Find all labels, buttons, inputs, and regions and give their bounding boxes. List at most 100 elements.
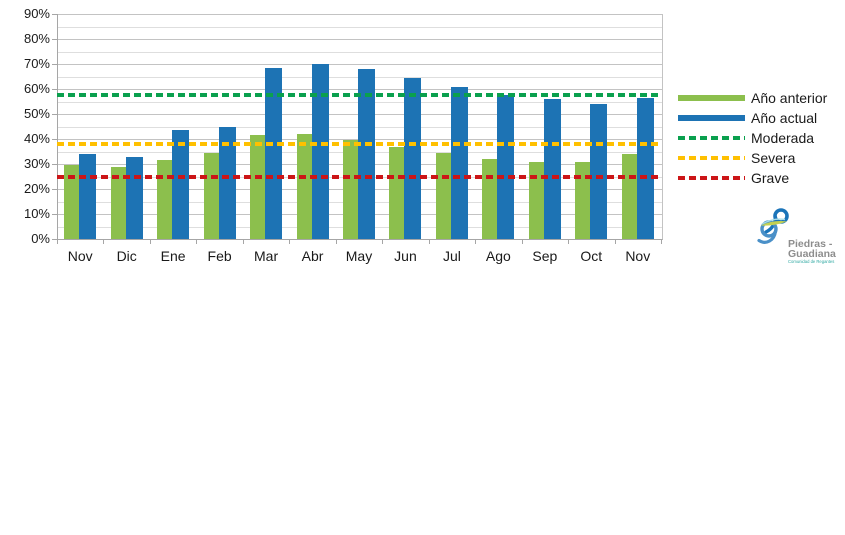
- x-axis-tick: [521, 239, 523, 244]
- bar-previous-year: [389, 146, 405, 239]
- x-axis-tick: [335, 239, 337, 244]
- x-axis-tick: [661, 239, 662, 244]
- piedras-guadiana-logo: Piedras - Guadiana Comunidad de Regantes: [754, 202, 845, 264]
- x-axis-label: Jul: [442, 248, 461, 264]
- legend-item: Año anterior: [678, 88, 827, 108]
- y-axis-tick: [52, 139, 57, 140]
- y-axis-tick: [52, 164, 57, 165]
- y-axis-tick: [52, 64, 57, 65]
- x-axis-label: Ago: [485, 248, 511, 264]
- legend-label: Severa: [751, 150, 796, 166]
- x-axis-tick: [614, 239, 616, 244]
- legend-swatch-dotted: [678, 136, 745, 140]
- x-axis-label: Sep: [532, 248, 558, 264]
- bar-previous-year: [250, 135, 266, 239]
- bar-current-year: [79, 154, 97, 239]
- y-axis-label: 0%: [31, 231, 50, 246]
- legend-label: Año anterior: [751, 90, 828, 106]
- gridline-minor: [58, 26, 662, 28]
- x-axis-tick: [428, 239, 430, 244]
- bar-current-year: [543, 99, 561, 239]
- y-axis-label: 60%: [23, 81, 50, 96]
- x-axis-label: Feb: [207, 248, 232, 264]
- legend-label: Año actual: [751, 110, 818, 126]
- bar-current-year: [450, 86, 468, 239]
- y-axis-tick: [52, 14, 57, 15]
- y-axis-tick: [52, 239, 57, 240]
- x-axis-tick: [242, 239, 244, 244]
- x-axis-tick: [289, 239, 291, 244]
- legend-swatch-bar: [678, 95, 745, 101]
- y-axis-label: 80%: [23, 31, 50, 46]
- logo-graphic: Piedras - Guadiana Comunidad de Regantes: [757, 208, 836, 264]
- threshold-line-severa: [57, 142, 661, 146]
- bar-previous-year: [343, 140, 358, 239]
- bar-current-year: [636, 97, 654, 239]
- x-axis-tick: [568, 239, 570, 244]
- x-axis-tick: [382, 239, 384, 244]
- bar-previous-year: [203, 152, 219, 239]
- x-axis-label: Abr: [301, 248, 324, 264]
- x-axis-tick: [196, 239, 198, 244]
- legend-item: Moderada: [678, 128, 814, 148]
- x-axis-label: Nov: [67, 248, 93, 264]
- x-axis-label: May: [345, 248, 373, 264]
- legend-item: Grave: [678, 168, 789, 188]
- y-axis-label: 70%: [23, 56, 50, 71]
- y-axis-label: 10%: [23, 206, 50, 221]
- x-axis-label: Mar: [254, 248, 279, 264]
- bar-previous-year: [435, 152, 451, 239]
- legend-swatch-bar: [678, 115, 745, 121]
- x-axis-label: Jun: [394, 248, 417, 264]
- legend-item: Severa: [678, 148, 795, 168]
- y-axis-label: 40%: [23, 131, 50, 146]
- legend-label: Moderada: [751, 130, 815, 146]
- legend-label: Grave: [751, 170, 790, 186]
- bar-current-year: [404, 77, 422, 239]
- x-axis-tick: [149, 239, 151, 244]
- x-axis-label: Oct: [580, 248, 603, 264]
- x-axis-label: Dic: [116, 248, 137, 264]
- y-axis-label: 30%: [23, 156, 50, 171]
- legend-swatch-dotted: [678, 176, 745, 180]
- bar-previous-year: [296, 134, 312, 239]
- bar-previous-year: [482, 159, 498, 239]
- y-axis-tick: [52, 214, 57, 215]
- bar-previous-year: [157, 160, 173, 239]
- gridline-major: [58, 39, 662, 40]
- legend-swatch-dotted: [678, 156, 745, 160]
- x-axis-tick: [475, 239, 477, 244]
- x-axis-label: Nov: [625, 248, 651, 264]
- bar-previous-year: [528, 161, 544, 239]
- x-axis-tick: [57, 239, 58, 244]
- bar-previous-year: [64, 165, 80, 239]
- x-axis-label: Ene: [160, 248, 186, 264]
- bar-current-year: [218, 126, 236, 239]
- bar-previous-year: [575, 161, 591, 239]
- y-axis-label: 50%: [23, 106, 50, 121]
- logo-leaf-icon: [761, 221, 787, 226]
- logo-tagline: Comunidad de Regantes: [788, 259, 834, 264]
- bar-previous-year: [621, 154, 637, 239]
- y-axis-label: 20%: [23, 181, 50, 196]
- bar-previous-year: [110, 166, 126, 239]
- legend-item: Año actual: [678, 108, 817, 128]
- bar-current-year: [590, 104, 608, 239]
- y-axis-tick: [52, 114, 57, 115]
- bar-current-year: [265, 67, 283, 239]
- bar-current-year: [358, 69, 375, 239]
- bar-current-year: [125, 156, 143, 239]
- gridline-minor: [58, 51, 662, 53]
- bar-current-year: [172, 130, 190, 239]
- y-axis-label: 90%: [23, 6, 50, 21]
- bar-current-year: [311, 64, 329, 239]
- threshold-line-grave: [57, 174, 661, 179]
- gridline-major: [58, 14, 662, 15]
- logo-swirl-icon: [757, 208, 789, 244]
- y-axis-tick: [52, 189, 57, 190]
- gridline-major: [58, 64, 662, 65]
- x-axis-tick: [103, 239, 105, 244]
- logo-name-line1: Piedras -: [788, 238, 833, 250]
- logo-name-line2: Guadiana: [788, 248, 836, 260]
